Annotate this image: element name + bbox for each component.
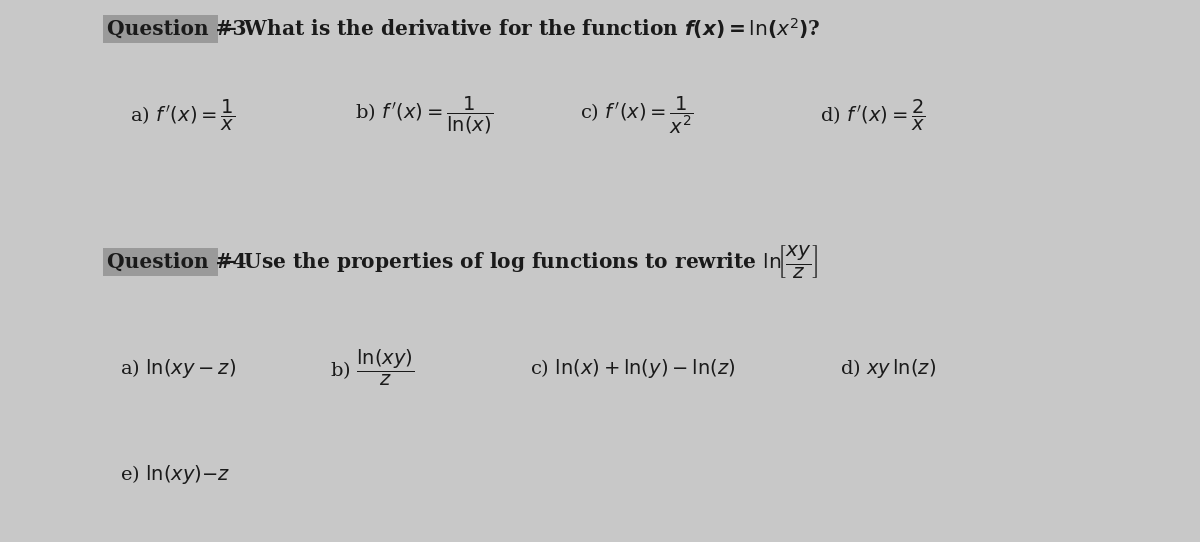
Text: $\mathbf{-}$ What is the derivative for the function $\boldsymbol{f(x)=\mathrm{l: $\mathbf{-}$ What is the derivative for …: [220, 17, 821, 41]
Text: d) $xy\,\mathrm{ln}(z)$: d) $xy\,\mathrm{ln}(z)$: [840, 357, 936, 379]
FancyBboxPatch shape: [103, 248, 218, 276]
Text: b) $f\,'(x)=\dfrac{1}{\mathrm{ln}(x)}$: b) $f\,'(x)=\dfrac{1}{\mathrm{ln}(x)}$: [355, 94, 493, 136]
Text: $\mathbf{-}$ Use the properties of log functions to rewrite $\mathrm{ln}\!\left[: $\mathbf{-}$ Use the properties of log f…: [220, 243, 818, 281]
Text: a) $\mathrm{ln}(xy-z)$: a) $\mathrm{ln}(xy-z)$: [120, 357, 236, 379]
FancyBboxPatch shape: [103, 15, 218, 43]
Text: b) $\dfrac{\mathrm{ln}(xy)}{z}$: b) $\dfrac{\mathrm{ln}(xy)}{z}$: [330, 348, 414, 388]
Text: a) $f\,'(x)=\dfrac{1}{x}$: a) $f\,'(x)=\dfrac{1}{x}$: [130, 98, 235, 133]
Text: Question #4: Question #4: [107, 252, 247, 272]
Text: d) $f\,'(x)=\dfrac{2}{x}$: d) $f\,'(x)=\dfrac{2}{x}$: [820, 98, 926, 133]
Text: c) $f\,'(x)=\dfrac{1}{x^{2}}$: c) $f\,'(x)=\dfrac{1}{x^{2}}$: [580, 94, 694, 136]
Text: Question #3: Question #3: [107, 19, 246, 39]
Text: e) $\mathrm{ln}(xy)\mathrm{-}z$: e) $\mathrm{ln}(xy)\mathrm{-}z$: [120, 463, 230, 487]
Text: c) $\mathrm{ln}(x)+\mathrm{ln}(y)-\mathrm{ln}(z)$: c) $\mathrm{ln}(x)+\mathrm{ln}(y)-\mathr…: [530, 357, 736, 379]
